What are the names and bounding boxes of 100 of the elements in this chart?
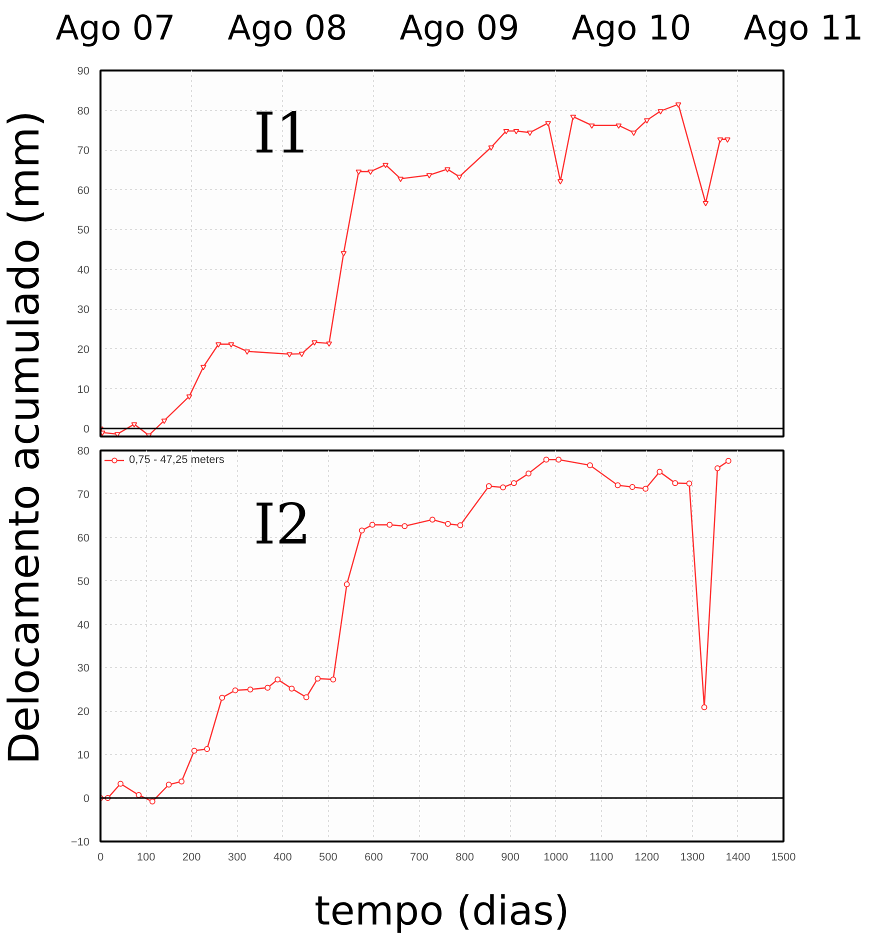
x-tick-label: 1000 <box>544 852 568 864</box>
y-tick-label: 80 <box>77 105 90 118</box>
y-tick-label: 0 <box>83 424 90 436</box>
y-tick-label: 70 <box>77 145 90 158</box>
x-tick-label: 1500 <box>771 852 796 864</box>
x-tick-label: 1200 <box>634 852 660 864</box>
y-axis-title: Delocamento acumulado (mm) <box>0 110 48 764</box>
point <box>191 748 198 754</box>
point <box>330 676 336 682</box>
y-tick-label: 50 <box>77 224 90 237</box>
point <box>429 516 436 523</box>
x-tick-label: 800 <box>456 852 474 864</box>
point <box>386 522 393 528</box>
point <box>702 201 709 206</box>
point <box>500 484 506 490</box>
x-tick-label: 1300 <box>680 852 705 864</box>
y-tick-label: 40 <box>77 264 90 276</box>
y-tick-label: 50 <box>77 576 90 588</box>
point <box>274 676 281 682</box>
point <box>616 123 622 129</box>
point <box>556 456 562 463</box>
point <box>368 170 374 175</box>
point <box>686 480 692 487</box>
point <box>219 694 226 701</box>
point <box>215 342 222 348</box>
y-tick-label: 70 <box>77 488 90 501</box>
point <box>166 782 172 788</box>
y-tick-label: 0 <box>83 793 90 806</box>
point <box>510 480 517 486</box>
point <box>724 137 730 143</box>
point <box>340 251 347 256</box>
point <box>118 780 124 787</box>
point <box>656 468 663 475</box>
y-tick-label: 20 <box>77 344 90 356</box>
y-tick-label: 10 <box>77 750 90 762</box>
point <box>369 522 376 528</box>
point <box>228 342 234 348</box>
point <box>232 687 238 694</box>
point <box>382 162 389 168</box>
point <box>644 118 650 124</box>
x-tick-label: 100 <box>136 852 156 864</box>
point <box>725 458 732 464</box>
point <box>344 581 350 588</box>
text: Ago 10 <box>572 8 692 48</box>
y-tick-label: 90 <box>77 66 90 78</box>
point <box>314 676 321 682</box>
point <box>303 694 310 700</box>
point <box>244 349 250 355</box>
point <box>570 114 576 120</box>
point <box>186 394 192 400</box>
point <box>717 137 724 143</box>
text: Ago 07 <box>56 8 176 48</box>
x-tick-label: 200 <box>182 852 201 864</box>
x-tick-label: 1400 <box>726 852 750 864</box>
y-tick-label: 40 <box>77 619 90 632</box>
y-tick-label: 10 <box>77 384 90 396</box>
point <box>545 121 552 126</box>
point <box>358 527 365 534</box>
x-tick-label: 500 <box>318 852 338 864</box>
point <box>701 704 708 710</box>
point <box>288 686 295 692</box>
x-tick-label: 1100 <box>590 852 614 864</box>
point <box>286 352 292 358</box>
point <box>131 422 138 428</box>
point <box>614 482 621 488</box>
point <box>675 102 682 108</box>
point <box>444 520 451 527</box>
point <box>513 129 520 134</box>
x-tick-label: 0 <box>97 852 104 864</box>
text: I1 <box>254 102 312 166</box>
point <box>426 173 432 179</box>
y-tick-label: 80 <box>77 446 90 458</box>
point <box>264 684 271 691</box>
point <box>247 686 254 692</box>
point <box>714 465 720 472</box>
point <box>326 341 332 347</box>
point <box>457 522 464 528</box>
point <box>586 462 593 468</box>
point <box>658 109 664 114</box>
point <box>588 123 595 129</box>
x-tick-label: 600 <box>364 852 383 864</box>
y-tick-label: 20 <box>77 706 90 718</box>
point <box>444 167 450 173</box>
y-tick-label: 60 <box>77 184 90 197</box>
point <box>526 130 533 136</box>
x-tick-label: 700 <box>410 852 428 864</box>
y-tick-label: 30 <box>77 304 90 316</box>
text: I2 <box>254 492 312 558</box>
point <box>178 778 185 785</box>
point <box>204 746 210 752</box>
x-tick-label: 300 <box>228 852 246 864</box>
point <box>543 456 550 463</box>
y-tick-label: −10 <box>70 836 90 848</box>
point <box>402 523 408 530</box>
point <box>630 130 637 136</box>
point <box>526 470 532 477</box>
point <box>503 129 510 134</box>
point <box>149 798 156 805</box>
x-tick-label: 900 <box>501 852 520 864</box>
point <box>486 483 492 490</box>
